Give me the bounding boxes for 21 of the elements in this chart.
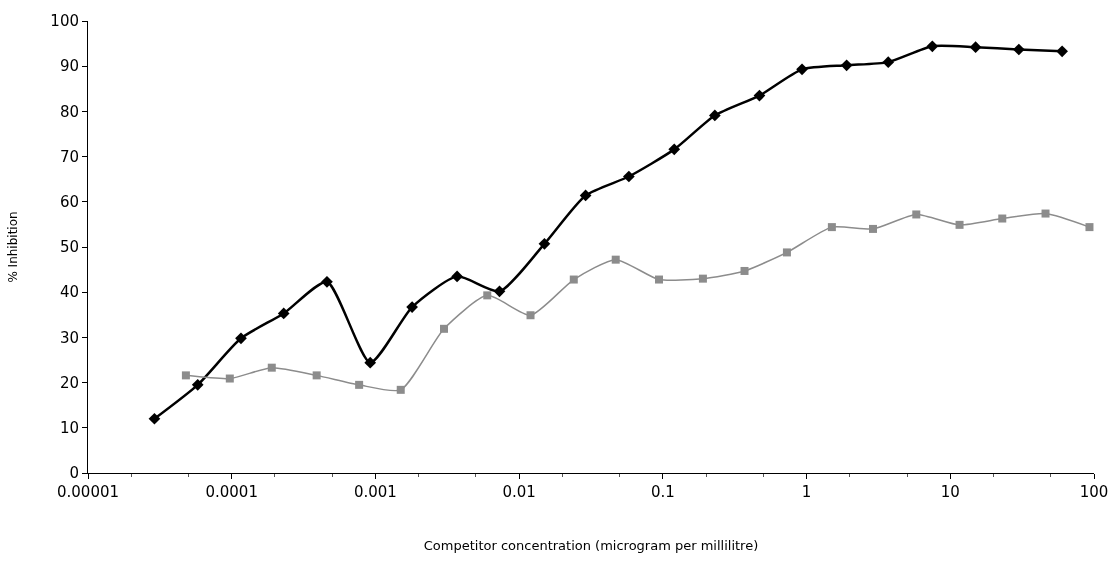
y-tick-label: 60	[59, 193, 79, 212]
y-tick-label: 40	[59, 283, 79, 302]
x-tick-label: 0.0001	[205, 483, 258, 501]
y-tick-label: 0	[69, 464, 79, 483]
y-tick-label: 10	[59, 419, 79, 438]
y-tick-label: 90	[59, 57, 79, 76]
y-tick-label: 20	[59, 373, 79, 392]
x-axis-title: Competitor concentration (microgram per millilitre)	[423, 537, 759, 553]
y-tick-label: 70	[59, 147, 79, 166]
x-tick-label: 100	[1079, 483, 1109, 501]
x-tick-label: 0.00001	[56, 483, 120, 501]
x-tick-label: 0.1	[650, 483, 675, 501]
x-tick-label: 1	[801, 483, 812, 501]
y-tick-label: 80	[59, 102, 79, 121]
x-tick-label: 10	[940, 483, 960, 501]
y-axis-title: % Inhibition	[5, 211, 20, 283]
y-tick-label: 30	[59, 328, 79, 347]
y-tick-label: 50	[59, 238, 79, 257]
x-tick-label: 0.001	[353, 483, 397, 501]
x-tick-label: 0.01	[502, 483, 536, 501]
y-tick-label: 100	[50, 12, 79, 31]
